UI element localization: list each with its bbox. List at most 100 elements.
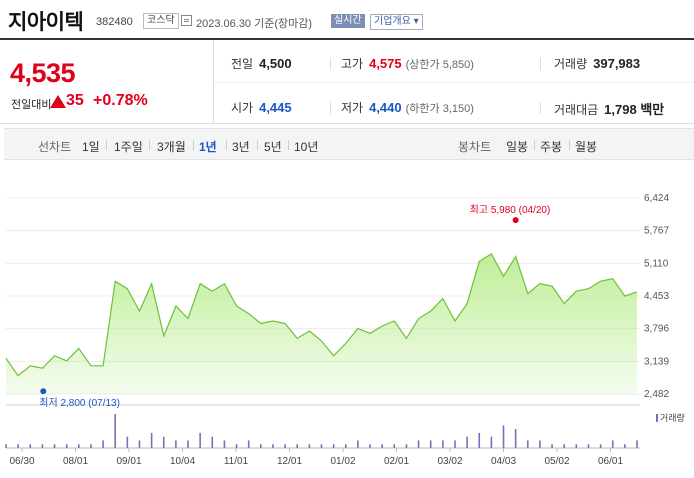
quote-panel: 4,535 전일대비 35 +0.78% 전일 4,500 고가 4,575 (상한가… bbox=[0, 40, 694, 124]
volume-bar bbox=[114, 414, 117, 448]
x-tick-label: 02/01 bbox=[384, 456, 409, 467]
volume-bar bbox=[102, 440, 104, 448]
tab-monthly-candle[interactable]: 월봉 bbox=[575, 140, 598, 154]
x-tick-label: 06/01 bbox=[598, 456, 623, 467]
volume-bar bbox=[150, 432, 153, 448]
volume-bar bbox=[90, 444, 92, 448]
volume-bar bbox=[187, 440, 189, 448]
trade-amount: 거래대금 1,798 백만 bbox=[554, 102, 665, 117]
x-tick-label: 06/30 bbox=[9, 456, 34, 467]
volume-bar bbox=[296, 444, 299, 448]
divider bbox=[213, 40, 214, 124]
volume-bar bbox=[405, 444, 408, 448]
price-area bbox=[6, 253, 637, 394]
tab-3year[interactable]: 3년 bbox=[232, 140, 250, 154]
high-price: 고가 4,575 (상한가 5,850) bbox=[341, 56, 474, 71]
volume-bar bbox=[624, 444, 626, 448]
volume-bar bbox=[551, 444, 553, 448]
volume-bar bbox=[332, 444, 335, 448]
tab-1year[interactable]: 1년 bbox=[199, 140, 217, 154]
volume-bar bbox=[344, 444, 347, 448]
volume-bar bbox=[223, 440, 226, 448]
tab-5year[interactable]: 5년 bbox=[264, 140, 282, 154]
volume-bar bbox=[247, 440, 250, 448]
y-tick-label: 3,796 bbox=[644, 324, 669, 335]
volume-bar bbox=[539, 440, 541, 448]
tab-1week[interactable]: 1주일 bbox=[114, 140, 143, 154]
volume-bar bbox=[599, 444, 602, 448]
volume-bar bbox=[514, 429, 517, 448]
volume-bar bbox=[260, 444, 262, 448]
volume-legend: 거래량 bbox=[656, 411, 685, 424]
calendar-icon bbox=[181, 15, 192, 26]
volume-bar bbox=[636, 440, 638, 448]
divider bbox=[540, 58, 541, 70]
price-line bbox=[5, 253, 638, 377]
volume-bar bbox=[17, 444, 19, 448]
min-point bbox=[40, 388, 47, 395]
tab-weekly-candle[interactable]: 주봉 bbox=[540, 140, 563, 154]
prev-close: 전일 4,500 bbox=[231, 56, 292, 71]
volume-bar bbox=[320, 444, 323, 448]
chart-markers: 최고 5,980 (04/20) 최저 2,800 (07/13) bbox=[39, 204, 550, 409]
volume-bar bbox=[393, 444, 396, 448]
change-percent: +0.78% bbox=[93, 92, 148, 109]
volume-bar bbox=[29, 444, 32, 448]
volume-bar bbox=[563, 444, 565, 448]
divider bbox=[540, 102, 541, 114]
stock-code: 382480 bbox=[96, 16, 133, 28]
volume-bar bbox=[381, 444, 383, 448]
quote-date: 2023.06.30 기준(장마감) bbox=[196, 18, 313, 30]
volume-bar bbox=[199, 432, 201, 448]
volume-bar bbox=[502, 425, 505, 448]
y-tick-label: 2,482 bbox=[644, 389, 669, 400]
volume-bar bbox=[575, 444, 578, 448]
line-chart-label: 선차트 bbox=[38, 140, 72, 154]
low-price: 저가 4,440 (하한가 3,150) bbox=[341, 100, 474, 115]
volume-bar bbox=[429, 440, 432, 448]
volume-bar bbox=[53, 444, 56, 448]
max-label: 최고 5,980 (04/20) bbox=[470, 204, 551, 216]
x-tick-label: 10/04 bbox=[170, 456, 195, 467]
x-tick-label: 04/03 bbox=[491, 456, 516, 467]
volume-bar bbox=[308, 444, 311, 448]
volume-bar bbox=[417, 440, 420, 448]
volume-bar bbox=[357, 440, 359, 448]
volume-bar bbox=[211, 436, 214, 448]
y-axis-ticks: 6,424 5,767 5,110 4,453 3,796 3,139 2,482 bbox=[644, 193, 669, 400]
open-price: 시가 4,445 bbox=[231, 100, 292, 115]
volume-bar bbox=[369, 444, 371, 448]
volume-bar bbox=[235, 444, 238, 448]
volume-bar bbox=[126, 436, 129, 448]
volume-bar bbox=[490, 436, 493, 448]
price-chart[interactable]: 6,424 5,767 5,110 4,453 3,796 3,139 2,482 최고 5… bbox=[0, 186, 694, 478]
y-tick-label: 4,453 bbox=[644, 291, 669, 302]
tab-3month[interactable]: 3개월 bbox=[157, 140, 186, 154]
volume-bar bbox=[587, 444, 590, 448]
tab-10year[interactable]: 10년 bbox=[294, 140, 319, 154]
x-tick-label: 11/01 bbox=[224, 456, 249, 467]
volume-bar bbox=[41, 444, 44, 448]
market-badge: 코스닥 bbox=[143, 13, 179, 29]
tab-daily-candle[interactable]: 일봉 bbox=[506, 140, 529, 154]
realtime-button[interactable]: 실시간 bbox=[331, 14, 365, 28]
volume-bar bbox=[138, 440, 141, 448]
volume-bar bbox=[78, 444, 80, 448]
stock-name: 지아이텍 bbox=[8, 11, 84, 34]
min-label: 최저 2,800 (07/13) bbox=[39, 397, 120, 409]
company-overview-dropdown[interactable]: 기업개요 ▾ bbox=[370, 14, 423, 30]
change-label: 전일대비 bbox=[11, 99, 52, 111]
max-point bbox=[512, 217, 519, 224]
y-tick-label: 5,767 bbox=[644, 226, 669, 237]
x-tick-label: 12/01 bbox=[277, 456, 302, 467]
y-tick-label: 6,424 bbox=[644, 193, 669, 204]
x-tick-label: 05/02 bbox=[544, 456, 569, 467]
tab-1day[interactable]: 1일 bbox=[82, 140, 100, 154]
volume: 거래량 397,983 bbox=[554, 56, 641, 71]
divider bbox=[214, 82, 694, 83]
volume-bar bbox=[526, 440, 529, 448]
stock-header: 지아이텍 382480 코스닥 2023.06.30 기준(장마감) 실시간 기… bbox=[0, 0, 694, 40]
volume-bar bbox=[162, 436, 165, 448]
change-value: 35 bbox=[66, 92, 84, 109]
volume-bar bbox=[442, 440, 444, 448]
